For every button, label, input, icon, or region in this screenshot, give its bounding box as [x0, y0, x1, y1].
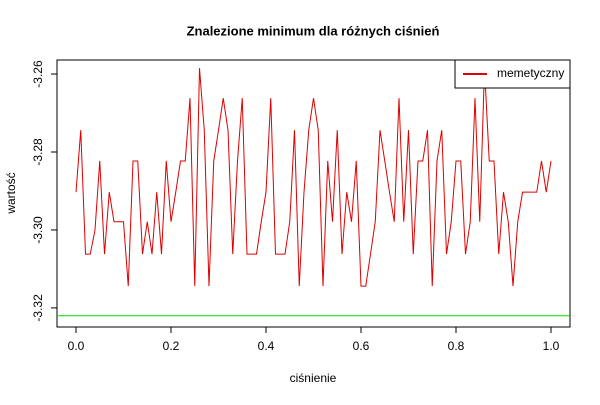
- y-tick-label: -3.30: [31, 216, 45, 244]
- chart-title: Znalezione minimum dla różnych ciśnień: [187, 23, 440, 38]
- y-tick-label: -3.26: [31, 60, 45, 88]
- y-tick-label: -3.32: [31, 294, 45, 322]
- x-tick-label: 0.8: [448, 339, 465, 353]
- data-line: [75, 68, 552, 287]
- x-tick-label: 0.2: [163, 339, 180, 353]
- x-tick-label: 0.6: [353, 339, 370, 353]
- x-tick-label: 1.0: [543, 339, 560, 353]
- plot-box: [56, 59, 571, 328]
- x-axis-label: ciśnienie: [290, 371, 337, 385]
- y-tick-label: -3.28: [31, 138, 45, 166]
- x-tick-label: 0.0: [68, 339, 85, 353]
- x-tick-label: 0.4: [258, 339, 275, 353]
- y-axis-label: wartość: [4, 172, 18, 214]
- legend-label: memetyczny: [497, 66, 564, 80]
